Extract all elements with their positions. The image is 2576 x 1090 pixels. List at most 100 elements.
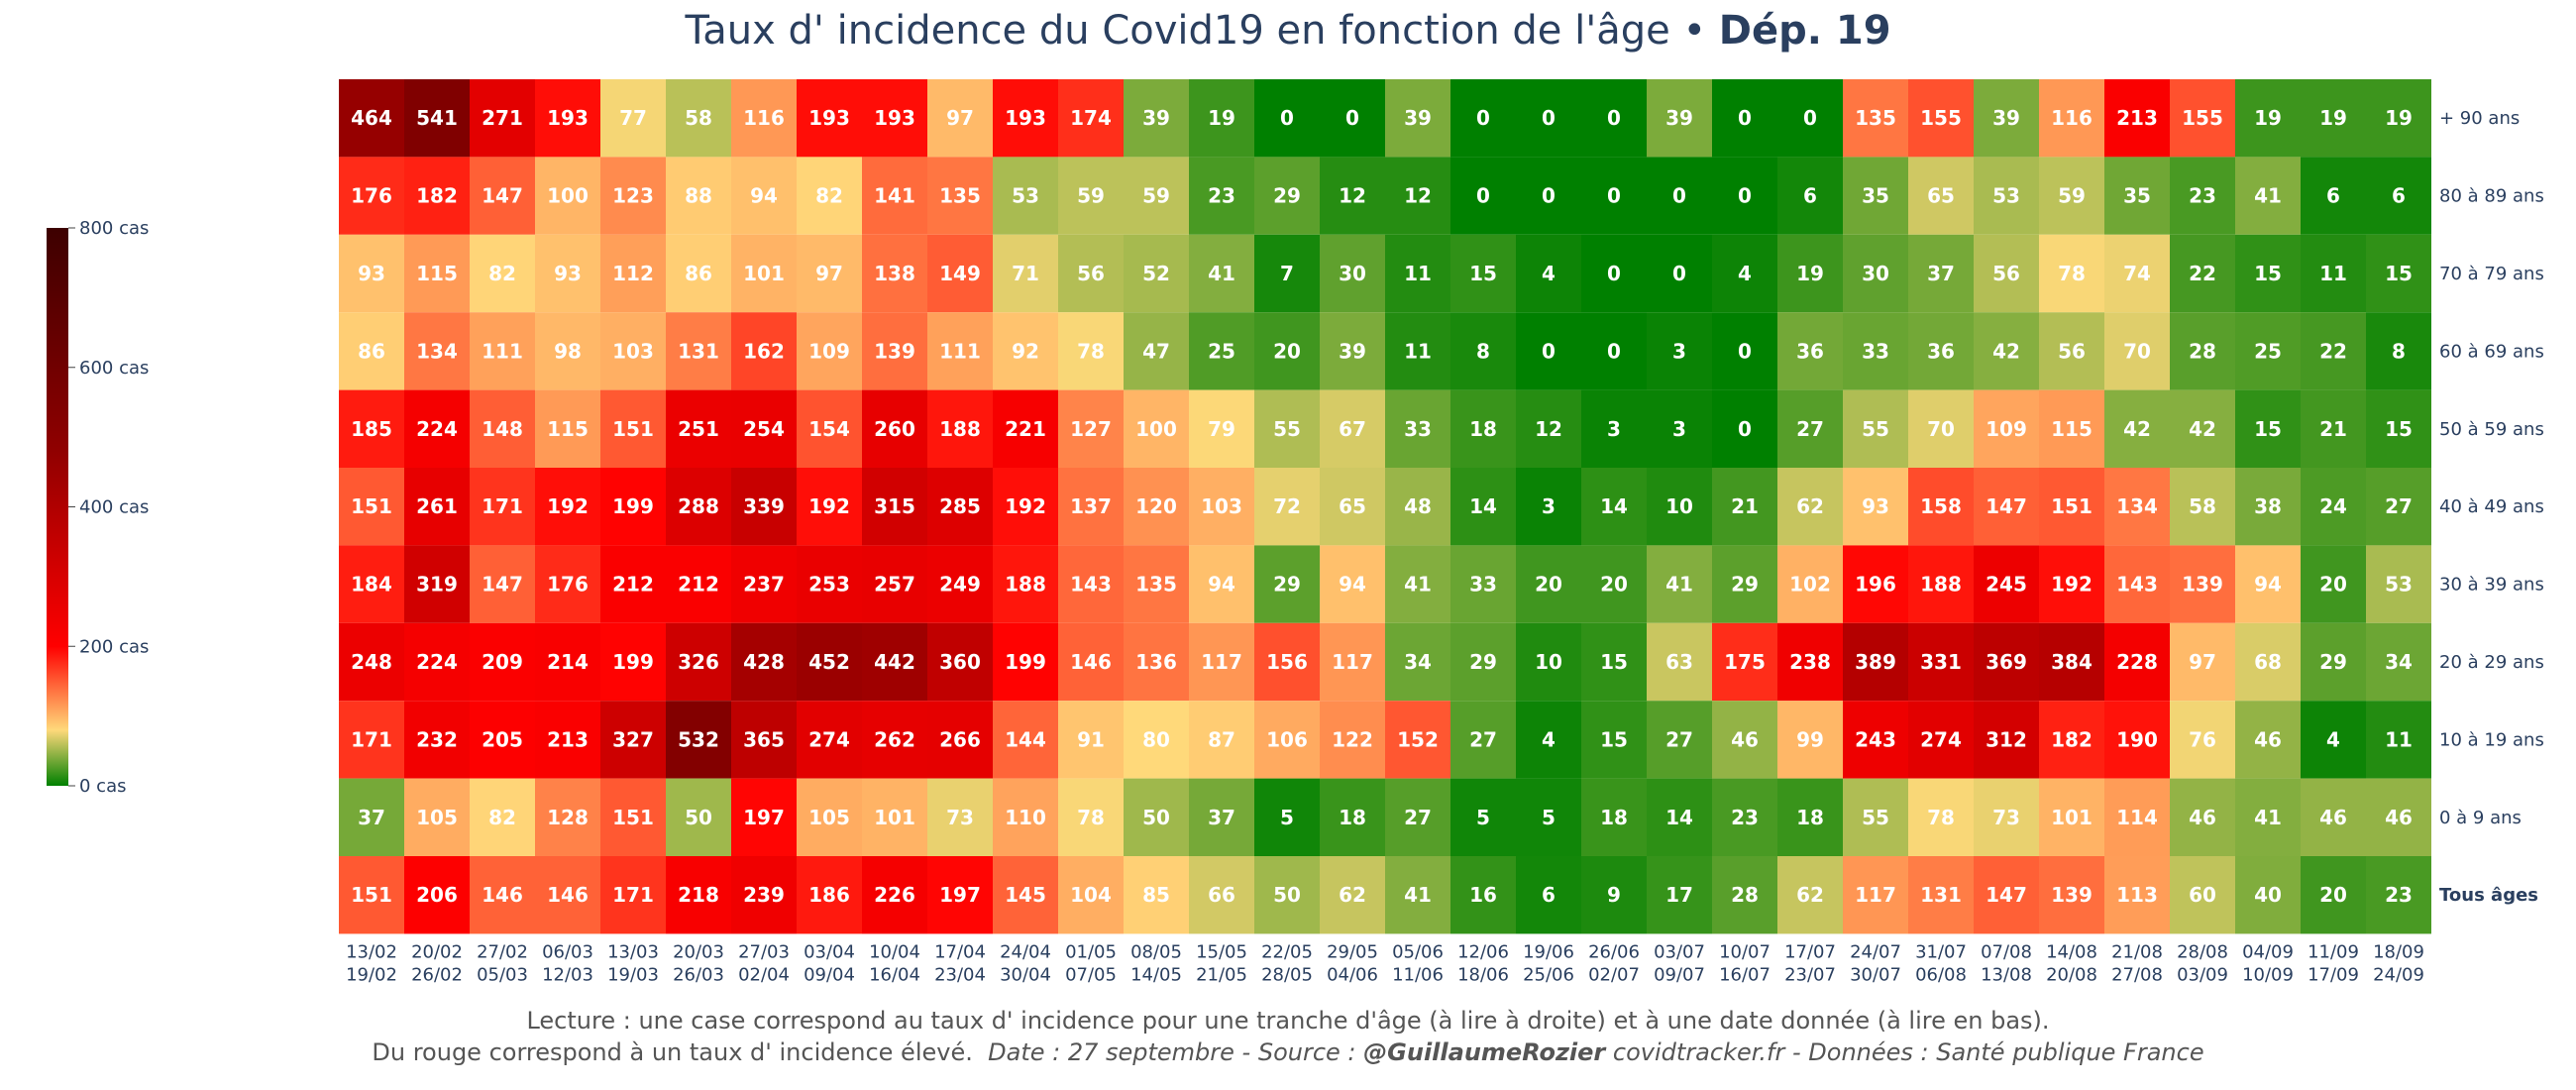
cell-value-label: 0 (1280, 106, 1294, 130)
heatmap-cell (993, 157, 1058, 235)
heatmap-cell (2235, 545, 2301, 623)
cell-value-label: 8 (2392, 339, 2406, 363)
x-tick-label-start: 03/04 (804, 941, 855, 962)
cell-value-label: 68 (2254, 650, 2282, 674)
y-tick-label: + 90 ans (2439, 108, 2520, 129)
heatmap-cell (927, 234, 993, 313)
cell-value-label: 116 (743, 106, 785, 130)
heatmap-cell (1385, 157, 1450, 235)
x-tick-label-end: 09/04 (804, 964, 855, 985)
cell-value-label: 115 (416, 262, 458, 285)
cell-value-label: 151 (351, 883, 392, 907)
cell-value-label: 206 (416, 883, 458, 907)
cell-value-label: 27 (1796, 417, 1824, 441)
cell-value-label: 42 (2123, 417, 2151, 441)
x-tick-label-start: 03/07 (1654, 941, 1705, 962)
colorbar-tick-label: 200 cas (79, 636, 149, 657)
cell-value-label: 94 (2254, 573, 2282, 597)
cell-value-label: 53 (1992, 184, 2020, 208)
cell-value-label: 19 (1796, 262, 1824, 285)
cell-value-label: 103 (612, 339, 654, 363)
heatmap-cell (1843, 312, 1908, 390)
heatmap-cell (1450, 312, 1516, 390)
cell-value-label: 11 (1404, 262, 1432, 285)
x-tick-label-end: 07/05 (1065, 964, 1117, 985)
heatmap-cell (1450, 545, 1516, 623)
cell-value-label: 109 (1986, 417, 2027, 441)
heatmap-cells: 464 541 271 193 77 58 116 193 193 97 193 174 39 19 0 0 3… (339, 79, 2431, 934)
cell-value-label: 0 (1607, 106, 1621, 130)
cell-value-label: 36 (1796, 339, 1824, 363)
cell-value-label: 360 (939, 650, 981, 674)
heatmap-cell (1974, 468, 2039, 546)
heatmap-cell (470, 545, 535, 623)
cell-value-label: 232 (416, 727, 458, 751)
cell-value-label: 193 (1005, 106, 1046, 130)
x-tick-label-end: 27/08 (2111, 964, 2163, 985)
heatmap-cell (1843, 389, 1908, 468)
cell-value-label: 152 (1397, 727, 1439, 751)
x-tick-label-end: 16/07 (1719, 964, 1771, 985)
heatmap-cell (404, 545, 470, 623)
heatmap-cell (535, 157, 600, 235)
x-tick-label-end: 09/07 (1654, 964, 1705, 985)
cell-value-label: 101 (2051, 806, 2093, 829)
cell-value-label: 39 (1339, 339, 1366, 363)
heatmap-cell (535, 312, 600, 390)
cell-value-label: 87 (1208, 727, 1235, 751)
cell-value-label: 8 (1476, 339, 1490, 363)
y-tick-label: 0 à 9 ans (2439, 808, 2522, 828)
cell-value-label: 131 (678, 339, 719, 363)
heatmap-cell (927, 389, 993, 468)
heatmap-cell (1189, 701, 1254, 779)
heatmap-cell (2170, 622, 2235, 702)
heatmap-cell (339, 157, 404, 235)
heatmap-cell (797, 234, 862, 313)
cell-value-label: 3 (1607, 417, 1621, 441)
heatmap-cell (2170, 157, 2235, 235)
heatmap-cell (470, 157, 535, 235)
cell-value-label: 85 (1142, 883, 1170, 907)
cell-value-label: 0 (1738, 339, 1752, 363)
cell-value-label: 21 (2319, 417, 2347, 441)
heatmap-cell (2039, 545, 2104, 623)
heatmap-cell (1385, 856, 1450, 934)
cell-value-label: 146 (482, 883, 523, 907)
cell-value-label: 319 (416, 573, 458, 597)
cell-value-label: 147 (1986, 883, 2027, 907)
heatmap-cell (2104, 157, 2170, 235)
cell-value-label: 365 (743, 727, 785, 751)
heatmap-cell (993, 778, 1058, 856)
cell-value-label: 50 (1273, 883, 1301, 907)
heatmap-cell (1385, 545, 1450, 623)
cell-value-label: 141 (874, 184, 915, 208)
heatmap-cell (1320, 701, 1385, 779)
heatmap-cell (2170, 234, 2235, 313)
heatmap-cell (1450, 468, 1516, 546)
heatmap-cell (2104, 701, 2170, 779)
cell-value-label: 52 (1142, 262, 1170, 285)
heatmap-cell (1908, 312, 1974, 390)
heatmap-cell (927, 79, 993, 158)
heatmap-cell (993, 312, 1058, 390)
heatmap-cell (1712, 389, 1777, 468)
cell-value-label: 70 (2123, 339, 2151, 363)
x-tick-label-end: 02/04 (738, 964, 790, 985)
heatmap-cell (1712, 157, 1777, 235)
cell-value-label: 99 (1796, 727, 1824, 751)
cell-value-label: 149 (939, 262, 981, 285)
x-tick-label-start: 11/09 (2308, 941, 2359, 962)
cell-value-label: 212 (678, 573, 719, 597)
heatmap-cell (600, 312, 666, 390)
heatmap-cell (339, 468, 404, 546)
colorbar-tick-label: 0 cas (79, 776, 126, 797)
heatmap-cell (1320, 545, 1385, 623)
heatmap-cell (1712, 79, 1777, 158)
cell-value-label: 0 (1345, 106, 1359, 130)
x-tick-label-end: 23/07 (1784, 964, 1836, 985)
heatmap-cell (666, 545, 731, 623)
caption-data-credit: covidtracker.fr - Données : Santé publiq… (1612, 1038, 2204, 1066)
heatmap-cell (1974, 778, 2039, 856)
heatmap-cell (2039, 234, 2104, 313)
cell-value-label: 199 (1005, 650, 1046, 674)
